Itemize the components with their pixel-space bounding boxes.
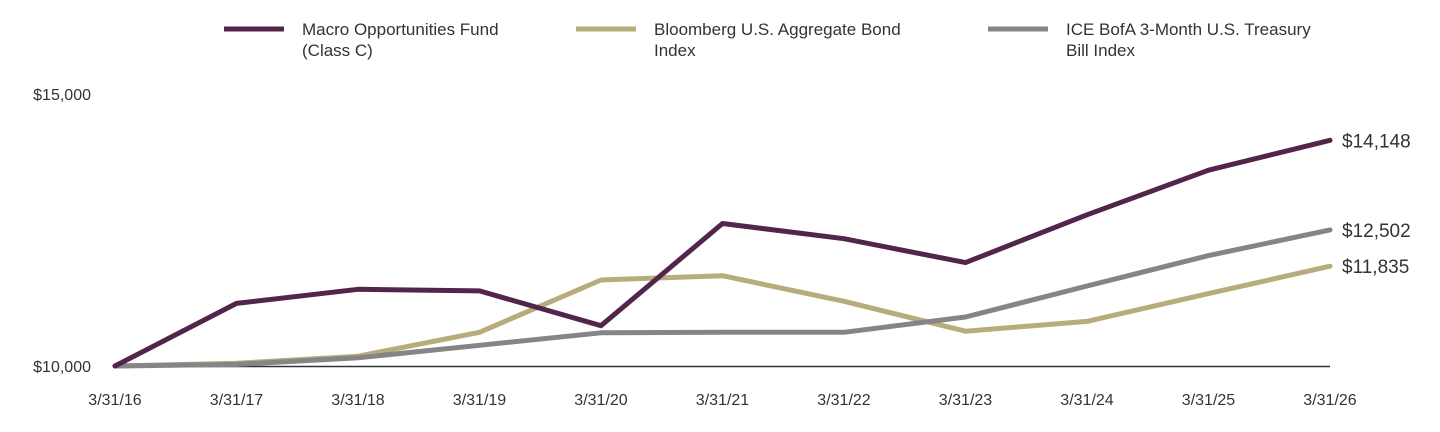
chart-legend: Macro Opportunities Fund (Class C) Bloombe… <box>224 20 1311 60</box>
legend-label-3-line-1: ICE BofA 3-Month U.S. Treasury <box>1066 20 1311 39</box>
plot-area <box>112 137 1333 369</box>
y-tick-label: $10,000 <box>33 359 91 376</box>
x-tick-label: 3/31/18 <box>331 392 384 409</box>
series-line-2 <box>112 263 1333 369</box>
x-tick-label: 3/31/25 <box>1182 392 1235 409</box>
x-tick-label: 3/31/17 <box>210 392 263 409</box>
end-labels: $14,148 $12,502 $11,835 <box>1342 131 1411 278</box>
y-tick-label: $15,000 <box>33 87 91 104</box>
legend-label-1-line-1: Macro Opportunities Fund <box>302 20 499 39</box>
end-value-label-2: $11,835 <box>1342 257 1409 278</box>
x-tick-label: 3/31/23 <box>939 392 992 409</box>
x-tick-label: 3/31/20 <box>574 392 627 409</box>
x-tick-label: 3/31/24 <box>1060 392 1113 409</box>
legend-label-2-line-1: Bloomberg U.S. Aggregate Bond <box>654 20 901 39</box>
x-axis: 3/31/16 3/31/17 3/31/18 3/31/19 3/31/20 3/31/… <box>88 392 1356 409</box>
x-tick-label: 3/31/26 <box>1303 392 1356 409</box>
x-tick-label: 3/31/19 <box>453 392 506 409</box>
end-value-label-1: $14,148 <box>1342 131 1411 152</box>
x-tick-label: 3/31/16 <box>88 392 141 409</box>
legend-label-3-line-2: Bill Index <box>1066 41 1135 60</box>
legend-label-2-line-2: Index <box>654 41 696 60</box>
series-line-1 <box>112 137 1333 369</box>
y-axis: $15,000 $10,000 <box>33 87 91 376</box>
end-value-label-3: $12,502 <box>1342 221 1411 242</box>
series-line-3 <box>112 227 1333 369</box>
x-tick-label: 3/31/22 <box>817 392 870 409</box>
legend-label-1-line-2: (Class C) <box>302 41 373 60</box>
x-tick-label: 3/31/21 <box>696 392 749 409</box>
